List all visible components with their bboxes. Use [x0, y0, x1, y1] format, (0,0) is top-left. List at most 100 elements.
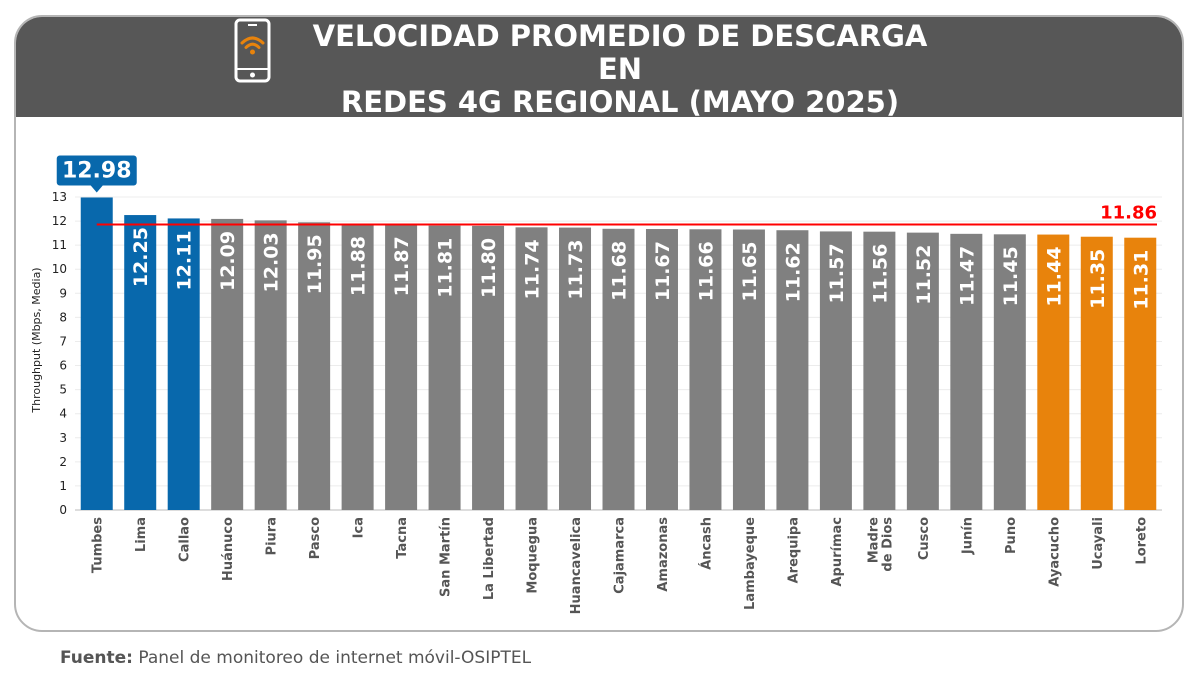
- bar-Piura: [254, 220, 287, 510]
- x-tick-label: Apurímac: [830, 517, 845, 587]
- data-label: 11.57: [826, 243, 848, 303]
- y-tick-label: 10: [52, 262, 67, 276]
- bar-Huancavelica: [559, 227, 592, 510]
- title-line-2: REDES 4G REGIONAL (MAYO 2025): [340, 85, 900, 119]
- x-tick-label: Moquegua: [526, 517, 541, 594]
- chart-card: [14, 15, 1184, 632]
- y-axis-label: Throughput (Mbps, Media): [30, 267, 43, 413]
- y-tick-label: 13: [52, 190, 67, 204]
- x-tick-label: Tacna: [395, 517, 410, 559]
- source-label: Fuente:: [60, 648, 133, 668]
- data-label: 12.09: [217, 231, 239, 291]
- bar-La Libertad: [472, 225, 505, 510]
- smartphone-wifi-icon: [234, 18, 271, 83]
- data-label: 11.65: [739, 242, 761, 302]
- bar-Lambayeque: [732, 229, 765, 510]
- title-line-1: VELOCIDAD PROMEDIO DE DESCARGA EN: [312, 19, 928, 86]
- bar-Arequipa: [776, 230, 809, 511]
- average-label: 11.86: [1100, 202, 1157, 223]
- data-label: 11.87: [391, 236, 413, 296]
- y-tick-label: 8: [59, 310, 67, 324]
- data-label: 11.74: [522, 239, 544, 299]
- y-tick-label: 0: [59, 503, 67, 517]
- data-label: 11.67: [652, 241, 674, 301]
- x-tick-label: Junín: [960, 517, 975, 555]
- x-tick-label: Cusco: [917, 517, 932, 560]
- bar-Amazonas: [645, 229, 678, 510]
- x-tick-label: Huancavelica: [569, 517, 584, 614]
- bar-San Martín: [428, 225, 461, 510]
- x-tick-label: Áncash: [698, 517, 714, 570]
- y-tick-label: 6: [59, 359, 67, 373]
- bar-Cajamarca: [602, 228, 635, 510]
- bar-Apurímac: [819, 231, 852, 510]
- x-tick-label: Puno: [1004, 517, 1019, 554]
- x-tick-label: Huánuco: [221, 517, 236, 581]
- y-tick-label: 2: [59, 455, 67, 469]
- data-label: 11.81: [435, 238, 457, 298]
- x-tick-label: Ayacucho: [1047, 517, 1062, 587]
- x-tick-label: Arequipa: [786, 517, 801, 583]
- y-tick-label: 4: [59, 407, 67, 421]
- data-label: 11.35: [1087, 249, 1109, 309]
- data-label: 11.80: [478, 238, 500, 298]
- data-label: 11.56: [869, 244, 891, 304]
- data-label: 11.66: [695, 241, 717, 301]
- bar-Tumbes: [80, 197, 113, 510]
- x-tick-label: San Martín: [439, 517, 454, 597]
- data-label: 12.98: [62, 158, 132, 183]
- x-tick-label: La Libertad: [482, 517, 497, 600]
- x-tick-label: Madre: [866, 517, 881, 563]
- data-label: 12.25: [130, 227, 152, 287]
- chart-title: VELOCIDAD PROMEDIO DE DESCARGA EN REDES …: [290, 20, 950, 119]
- data-label: 12.03: [261, 232, 283, 292]
- x-tick-label: Pasco: [308, 517, 323, 559]
- bar-Ica: [341, 223, 374, 510]
- data-label: 11.68: [609, 241, 631, 301]
- bar-Loreto: [1124, 237, 1157, 510]
- bar-Madre de Dios: [863, 231, 896, 510]
- bar-Puno: [993, 234, 1026, 511]
- data-label: 11.73: [565, 240, 587, 300]
- x-tick-label: Cajamarca: [613, 517, 628, 594]
- bar-Callao: [167, 218, 200, 510]
- x-tick-label: de Dios: [880, 517, 895, 572]
- bar-Moquegua: [515, 227, 548, 511]
- x-tick-label: Loreto: [1134, 517, 1149, 565]
- x-tick-label: Lima: [134, 517, 149, 552]
- bar-Ucayali: [1080, 236, 1113, 510]
- bar-Ayacucho: [1037, 234, 1070, 510]
- y-tick-label: 3: [59, 431, 67, 445]
- data-label: 11.47: [956, 246, 978, 306]
- data-label: 11.62: [782, 242, 804, 302]
- data-label: 11.88: [348, 236, 370, 296]
- y-tick-label: 5: [59, 383, 67, 397]
- y-tick-label: 11: [52, 238, 67, 252]
- x-tick-label: Lambayeque: [743, 517, 758, 610]
- bar-Áncash: [689, 229, 722, 511]
- y-tick-label: 12: [52, 214, 67, 228]
- bar-Cusco: [906, 232, 939, 510]
- source-note: Fuente: Panel de monitoreo de internet m…: [60, 648, 531, 668]
- data-label: 11.44: [1043, 247, 1065, 307]
- header-banner: [16, 17, 1182, 117]
- y-tick-label: 1: [59, 479, 67, 493]
- x-tick-label: Ica: [352, 517, 367, 538]
- bar-Huánuco: [211, 218, 244, 510]
- y-tick-label: 9: [59, 286, 67, 300]
- x-tick-label: Amazonas: [656, 517, 671, 592]
- data-label: 11.31: [1130, 250, 1152, 310]
- x-tick-label: Tumbes: [91, 517, 106, 573]
- x-tick-label: Callao: [178, 517, 193, 562]
- bar-Junín: [950, 233, 983, 510]
- source-text: Panel de monitoreo de internet móvil-OSI…: [138, 648, 532, 668]
- data-label: 11.45: [1000, 246, 1022, 306]
- y-tick-label: 7: [59, 334, 67, 348]
- bar-Lima: [124, 215, 157, 511]
- x-tick-label: Ucayali: [1091, 517, 1106, 570]
- value-callout: [56, 155, 137, 193]
- data-label: 12.11: [174, 230, 196, 290]
- x-tick-label: Piura: [265, 517, 280, 555]
- data-label: 11.52: [913, 245, 935, 305]
